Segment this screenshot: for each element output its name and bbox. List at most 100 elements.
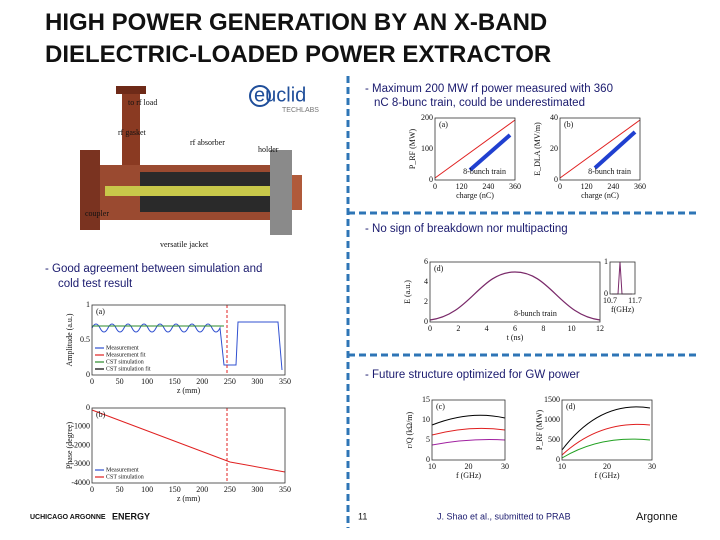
device-label: versatile jacket [160, 240, 209, 249]
x-tick-label: 10 [558, 462, 566, 471]
x-tick-label: 300 [251, 377, 263, 386]
y-tick-label: 1500 [544, 395, 560, 404]
y-tick-label: 4 [424, 277, 428, 286]
device-label: coupler [85, 209, 109, 218]
y-axis-label: Amplitude (a.u.) [65, 313, 74, 366]
x-tick-label: 10 [568, 324, 576, 333]
x-axis-label: charge (nC) [456, 191, 494, 200]
plot-frame [559, 117, 641, 181]
device-label: rf gasket [118, 128, 147, 137]
panel-note: 8-bunch train [514, 309, 557, 318]
y-tick-label: 6 [424, 257, 428, 266]
y-tick-label: 0 [426, 455, 430, 464]
plot-frame [431, 399, 506, 461]
bullet: - Maximum 200 MW rf power measured with … [365, 83, 613, 95]
legend-entry: Measurement fit [106, 351, 146, 358]
x-tick-label: 250 [224, 377, 236, 386]
device-drawing [80, 86, 302, 235]
footer-logo: ENERGY [112, 511, 150, 521]
legend-entry: Measurement [106, 345, 139, 351]
x-tick-label: 20 [603, 462, 611, 471]
x-axis-label: f(GHz) [611, 305, 634, 314]
x-tick-label: 30 [501, 462, 509, 471]
panel-tag: (a) [96, 307, 105, 316]
x-tick-label: 4 [485, 324, 489, 333]
x-tick-label: 0 [90, 377, 94, 386]
plot-frame [434, 117, 516, 181]
y-tick-label: 0 [604, 289, 608, 298]
y-tick-label: 0 [556, 455, 560, 464]
y-tick-label: 0 [554, 175, 558, 184]
device-label: rf absorber [190, 138, 225, 147]
y-tick-label: 0 [86, 403, 90, 412]
x-tick-label: 120 [581, 182, 593, 191]
x-axis-label: z (mm) [177, 386, 201, 395]
plot-curves [91, 119, 651, 483]
y-tick-label: 1 [86, 300, 90, 309]
legend-entry: CST simulation [106, 359, 144, 365]
panel-tag: (d) [566, 402, 576, 411]
x-tick-label: 120 [456, 182, 468, 191]
y-tick-label: 0 [429, 175, 433, 184]
page-number: 11 [358, 511, 367, 521]
x-tick-label: 240 [607, 182, 619, 191]
y-tick-label: 500 [548, 435, 560, 444]
x-tick-label: 0 [90, 485, 94, 494]
x-tick-label: 100 [141, 377, 153, 386]
panel-note: 8-bunch train [588, 167, 631, 176]
citation: J. Shao et al., submitted to PRAB [437, 511, 571, 521]
panel-tag: (d) [434, 264, 444, 273]
y-tick-label: 200 [421, 113, 433, 122]
x-tick-label: 360 [509, 182, 521, 191]
x-tick-label: 350 [279, 485, 291, 494]
x-tick-label: 240 [482, 182, 494, 191]
bullet: - Future structure optimized for GW powe… [365, 369, 580, 381]
y-tick-label: 40 [550, 113, 558, 122]
y-tick-label: -3000 [71, 459, 90, 468]
footer-logo: Argonne [636, 511, 678, 523]
y-axis-label: r/Q (kΩ/m) [405, 411, 414, 448]
plot-frame [91, 304, 286, 376]
logo-text: euclid [254, 84, 306, 106]
legend-entry: CST simulation [106, 474, 144, 480]
x-tick-label: 350 [279, 377, 291, 386]
y-tick-label: 1000 [544, 415, 560, 424]
x-axis-label: charge (nC) [581, 191, 619, 200]
panel-tag: (c) [436, 402, 445, 411]
x-tick-label: 250 [224, 485, 236, 494]
y-axis-label: P_RF (MW) [408, 129, 417, 170]
x-tick-label: 12 [596, 324, 604, 333]
title-line: HIGH POWER GENERATION BY AN X-BAND [45, 9, 547, 36]
y-tick-label: 5 [426, 435, 430, 444]
y-tick-label: 0.5 [80, 335, 90, 344]
x-tick-label: 0 [558, 182, 562, 191]
x-tick-label: 50 [116, 485, 124, 494]
x-tick-label: 200 [196, 377, 208, 386]
plot-frame [429, 261, 601, 323]
y-tick-label: 1 [604, 257, 608, 266]
x-tick-label: 8 [541, 324, 545, 333]
x-tick-label: 150 [169, 485, 181, 494]
plot-frame [561, 399, 653, 461]
device-label: holder [258, 145, 279, 154]
logo-sub: TECHLABS [282, 107, 319, 114]
x-tick-label: 360 [634, 182, 646, 191]
bullet: - No sign of breakdown nor multipacting [365, 223, 568, 235]
x-tick-label: 10 [428, 462, 436, 471]
bullet: - Good agreement between simulation and [45, 263, 262, 275]
panel-tag: (b) [96, 410, 106, 419]
x-axis-label: z (mm) [177, 494, 201, 503]
x-axis-label: t (ns) [507, 333, 524, 342]
x-axis-label: f (GHz) [594, 471, 619, 480]
y-axis-label: E_DLA (MV/m) [533, 122, 542, 176]
device-label: to rf load [128, 98, 157, 107]
x-tick-label: 2 [456, 324, 460, 333]
x-tick-label: 11.7 [628, 296, 642, 305]
y-tick-label: 10 [422, 415, 430, 424]
bullet: cold test result [58, 278, 133, 290]
y-tick-label: -1000 [71, 422, 90, 431]
y-tick-label: 15 [422, 395, 430, 404]
x-tick-label: 6 [513, 324, 517, 333]
plot-frame [91, 407, 286, 484]
